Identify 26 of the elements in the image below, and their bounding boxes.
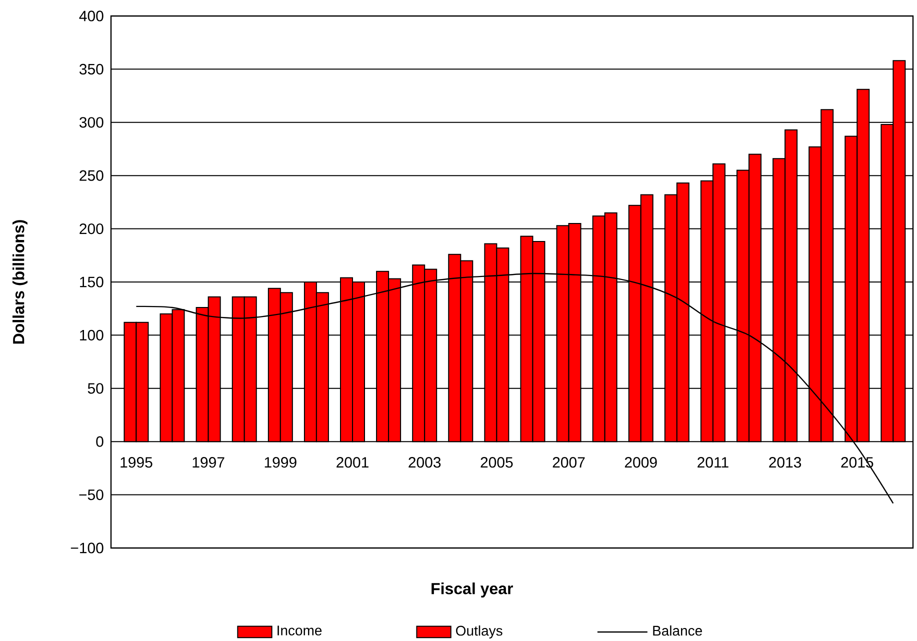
x-tick-label: 2003 [408,457,441,468]
x-tick-label: 2011 [698,457,728,468]
x-tick-label: 1997 [192,457,224,468]
legend-label: Outlays [456,625,502,638]
x-tick-label: 2001 [336,457,368,468]
y-tick-label: 0 [96,436,104,447]
x-tick-label: 2013 [769,457,802,468]
y-tick-label: 400 [79,10,104,22]
y-tick-label: −100 [70,542,104,554]
x-tick-label: 1999 [264,457,296,468]
x-tick-label: 1995 [120,457,152,468]
y-tick-label: 150 [80,276,104,288]
y-tick-label: 300 [79,117,104,128]
y-tick-label: 100 [80,330,104,341]
y-tick-label: −50 [79,489,104,500]
legend-label: Balance [653,625,702,636]
x-axis-title: Fiscal year [432,582,514,598]
y-tick-label: 200 [80,223,104,234]
legend-label: Income [278,626,322,636]
y-tick-label: 350 [79,64,104,75]
y-tick-label: 250 [80,170,104,181]
x-tick-label: 2005 [480,457,513,468]
x-tick-label: 2007 [552,457,585,468]
y-axis-title: Dollars (billions) [12,220,28,344]
x-tick-label: 2009 [624,457,657,468]
y-tick-label: 50 [88,383,104,394]
